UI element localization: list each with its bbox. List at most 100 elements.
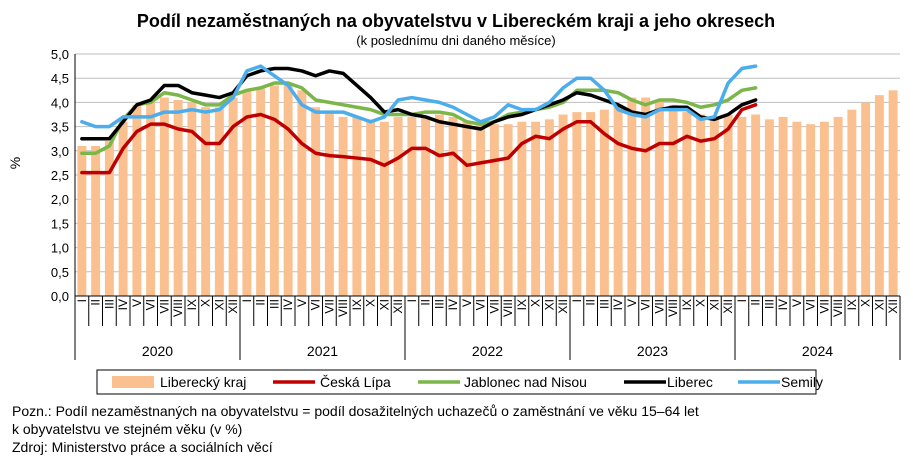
bar <box>668 104 678 296</box>
bar <box>517 121 527 296</box>
month-label: VIII <box>171 299 185 317</box>
month-label: IX <box>680 299 694 310</box>
bar <box>847 109 857 296</box>
bar <box>613 104 623 296</box>
month-label: VII <box>157 299 171 314</box>
bar <box>91 145 101 296</box>
bar <box>723 114 733 296</box>
bar <box>352 116 362 296</box>
month-label: X <box>859 299 873 307</box>
month-label: VIII <box>336 299 350 317</box>
month-label: IV <box>446 299 460 310</box>
bar <box>228 97 238 296</box>
bar <box>833 116 843 296</box>
bar <box>544 119 554 296</box>
bar <box>778 116 788 296</box>
bar <box>269 85 279 297</box>
month-label: III <box>102 299 116 309</box>
month-label: IV <box>116 299 130 310</box>
bar <box>751 114 761 296</box>
month-label: III <box>762 299 776 309</box>
bar <box>709 116 719 296</box>
bar <box>489 124 499 297</box>
bar <box>118 121 128 296</box>
bar <box>764 119 774 296</box>
bar <box>792 121 802 296</box>
month-label: XII <box>391 299 405 314</box>
legend-swatch <box>112 376 154 388</box>
bar <box>599 109 609 296</box>
month-label: IV <box>281 299 295 310</box>
month-label: II <box>749 299 763 306</box>
year-label: 2021 <box>307 343 338 359</box>
series-line <box>80 66 758 141</box>
month-label: I <box>405 299 419 302</box>
legend-label: Česká Lípa <box>320 374 391 390</box>
month-label: I <box>570 299 584 302</box>
month-label: II <box>419 299 433 306</box>
month-label: VII <box>652 299 666 314</box>
bar <box>159 97 169 296</box>
chart-subtitle: (k poslednímu dni daného měsíce) <box>356 33 555 48</box>
bar <box>173 99 183 296</box>
bar <box>462 121 472 296</box>
month-label: X <box>199 299 213 307</box>
month-label: V <box>625 299 639 307</box>
month-label: II <box>89 299 103 306</box>
bar <box>819 121 829 296</box>
month-label: I <box>240 299 254 302</box>
legend-label: Liberecký kraj <box>160 374 246 390</box>
bar <box>187 102 197 297</box>
year-label: 2022 <box>472 343 503 359</box>
legend-label: Liberec <box>667 374 713 390</box>
month-label: X <box>694 299 708 307</box>
bar <box>558 114 568 296</box>
bar <box>311 107 321 297</box>
bar <box>874 95 884 296</box>
month-label: XI <box>377 299 391 310</box>
legend-label: Jablonec nad Nisou <box>464 374 587 390</box>
bar <box>737 116 747 296</box>
bar <box>146 99 156 296</box>
month-label: XI <box>707 299 721 310</box>
y-tick-label: 0,5 <box>51 265 69 280</box>
month-label: XI <box>212 299 226 310</box>
note-line-2: k obyvatelstvu ve stejném věku (v %) <box>12 421 243 437</box>
bar <box>132 104 142 296</box>
month-label: V <box>295 299 309 307</box>
bar <box>627 97 637 296</box>
month-label: III <box>432 299 446 309</box>
y-tick-label: 5,0 <box>51 47 69 62</box>
bar <box>393 116 403 296</box>
month-label: VI <box>639 299 653 310</box>
month-label: VI <box>144 299 158 310</box>
y-tick-label: 3,0 <box>51 144 69 159</box>
y-axis-label: % <box>7 157 23 169</box>
year-label: 2020 <box>142 343 173 359</box>
bar <box>861 102 871 297</box>
month-label: VII <box>817 299 831 314</box>
month-label: IX <box>350 299 364 310</box>
bar <box>379 121 389 296</box>
bar <box>503 124 513 297</box>
bar <box>201 107 211 297</box>
month-label: VIII <box>831 299 845 317</box>
bar <box>242 90 252 296</box>
bar <box>338 116 348 296</box>
month-label: V <box>460 299 474 307</box>
bar <box>434 114 444 296</box>
month-label: XI <box>872 299 886 310</box>
month-label: IV <box>611 299 625 310</box>
month-label: II <box>584 299 598 306</box>
bar <box>586 112 596 296</box>
month-label: XI <box>542 299 556 310</box>
month-label: V <box>130 299 144 307</box>
series-line <box>80 103 758 175</box>
legend-label: Semily <box>781 374 823 390</box>
bar <box>407 116 417 296</box>
month-label: VIII <box>666 299 680 317</box>
month-label: IX <box>515 299 529 310</box>
year-label: 2024 <box>802 343 833 359</box>
unemployment-chart: Podíl nezaměstnaných na obyvatelstvu v L… <box>7 11 901 395</box>
